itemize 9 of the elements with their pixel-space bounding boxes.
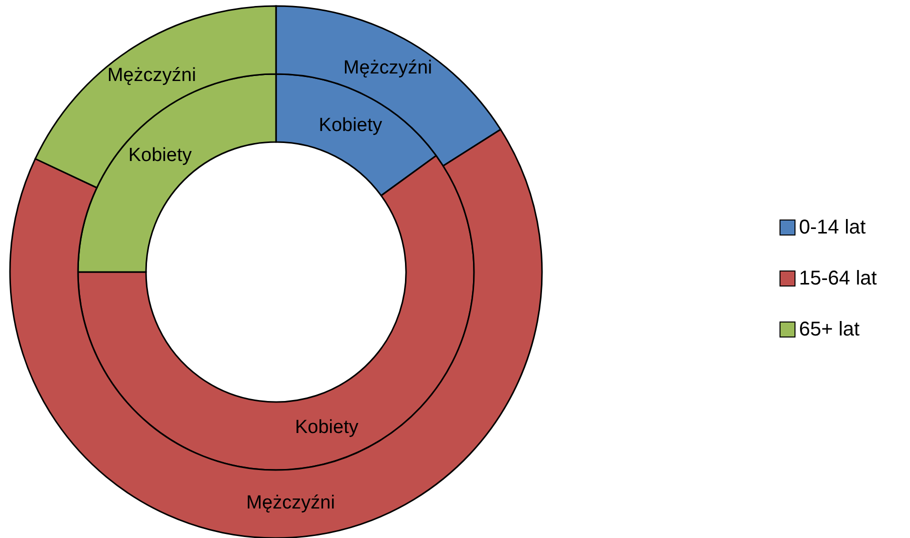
text: Mężczyźni: [246, 492, 335, 514]
text: Kobiety: [294, 416, 358, 438]
text: Mężczyźni: [107, 65, 196, 86]
legend-label: 0-14 lat: [799, 216, 866, 238]
legend-label: 65+ lat: [799, 318, 860, 340]
slice-label: Kobiety: [128, 145, 192, 166]
text: Kobiety: [318, 114, 382, 136]
legend-label: 15-64 lat: [799, 267, 878, 290]
slice-label: Mężczyźni: [343, 58, 432, 79]
